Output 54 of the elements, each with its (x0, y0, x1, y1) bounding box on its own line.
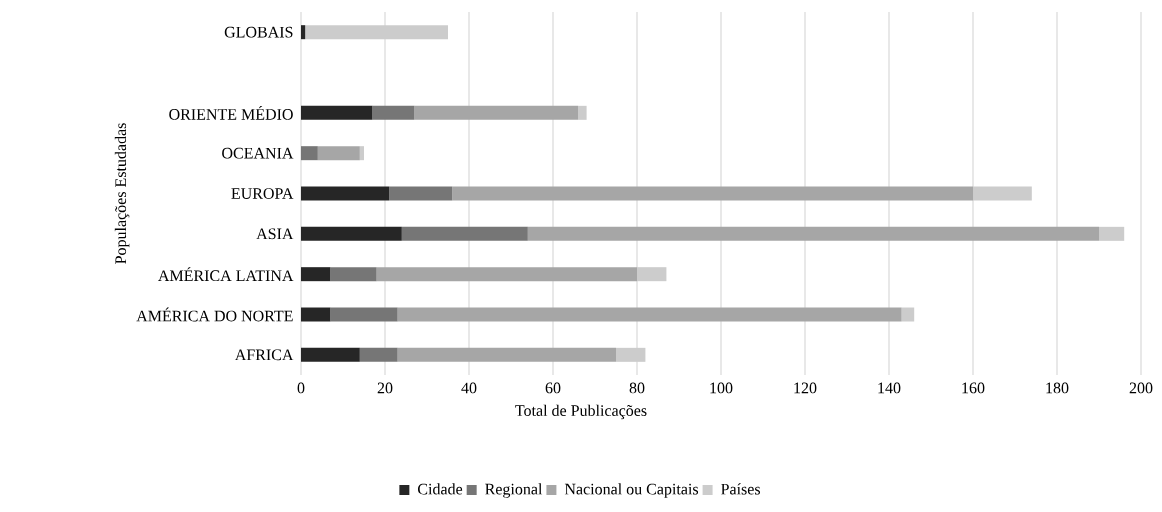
legend-label: Regional (485, 483, 543, 498)
bar (397, 307, 902, 322)
x-tick-label: 200 (1129, 382, 1153, 394)
bar (973, 186, 1032, 201)
bar (372, 105, 415, 120)
y-tick-label: AFRICA (234, 349, 294, 361)
bar (452, 186, 974, 201)
y-axis-title: Populações Estudadas (114, 123, 130, 264)
x-axis-title: Total de Publicações (515, 404, 647, 420)
legend-label: Cidade (418, 483, 463, 495)
bar (1099, 226, 1125, 241)
bar (301, 146, 318, 161)
bar (317, 146, 360, 161)
x-tick-label: 20 (377, 382, 393, 394)
legend-label: Nacional ou Capitais (564, 483, 699, 498)
bar (301, 307, 331, 322)
bar (330, 307, 398, 322)
x-tick-label: 80 (629, 382, 645, 394)
bar (301, 226, 402, 241)
bar (301, 105, 373, 120)
bar (578, 105, 587, 120)
legend-label: Países (721, 483, 761, 495)
y-tick-label: ORIENTE MÉDIO (169, 105, 293, 120)
bar (301, 267, 331, 282)
bar (397, 347, 616, 362)
y-tick-label: OCEANIA (222, 147, 294, 159)
x-tick-label: 60 (545, 382, 561, 394)
bar (376, 267, 637, 282)
bar (301, 347, 360, 362)
bar (389, 186, 453, 201)
x-tick-label: 120 (794, 382, 817, 394)
x-tick-label: 140 (878, 382, 901, 394)
x-tick-label: 180 (1046, 382, 1069, 394)
bar (301, 186, 390, 201)
bar (305, 25, 448, 40)
bar (414, 105, 579, 120)
y-tick-label: ASIA (256, 228, 294, 240)
bar (616, 347, 646, 362)
y-tick-label: AMÉRICA LATINA (158, 267, 294, 282)
bar (330, 267, 377, 282)
y-tick-label: GLOBAIS (224, 26, 293, 38)
bar (359, 146, 364, 161)
x-tick-label: 40 (461, 382, 477, 394)
bar (301, 25, 306, 40)
x-tick-label: 100 (710, 382, 733, 394)
y-tick-label: EUROPA (231, 188, 294, 199)
bar (637, 267, 667, 282)
x-tick-label: 160 (962, 382, 985, 394)
x-tick-label: 0 (297, 382, 305, 394)
y-tick-label: AMÉRICA DO NORTE (136, 307, 293, 322)
bar (527, 226, 1100, 241)
bar (401, 226, 528, 241)
bar (901, 307, 915, 322)
bar (359, 347, 398, 362)
